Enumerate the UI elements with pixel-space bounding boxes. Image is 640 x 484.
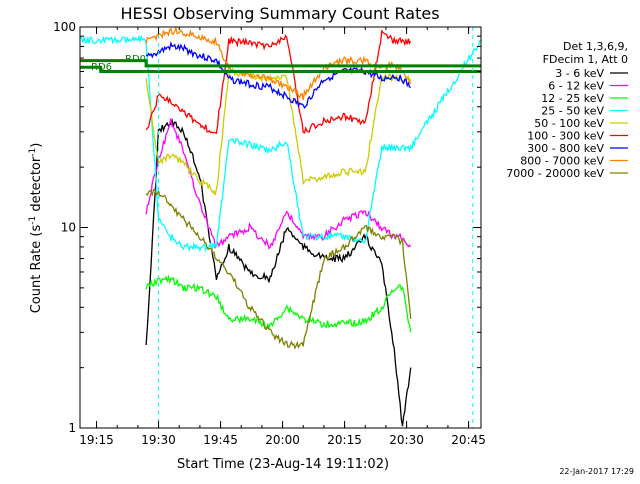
annotation-rd0: RD0 xyxy=(125,54,146,65)
vertical-markers xyxy=(158,27,474,428)
x-tick-label: 20:30 xyxy=(389,433,424,447)
legend-label: 100 - 300 keV xyxy=(527,130,604,143)
series-line-50-100-kev xyxy=(145,67,412,196)
annotation-rd6: RD6 xyxy=(91,62,112,73)
series-line-rd0 xyxy=(80,59,481,68)
legend-label: 12 - 25 keV xyxy=(541,92,604,105)
series-line-800-7000-kev xyxy=(145,27,412,101)
y-axis-label-tail: detector xyxy=(29,156,44,216)
footer-date: 22-Jan-2017 17:29 xyxy=(559,467,634,476)
series-layer xyxy=(80,27,481,427)
legend-label: 50 - 100 keV xyxy=(534,117,604,130)
legend: Det 1,3,6,9, FDecim 1, Att 0 3 - 6 keV6 … xyxy=(506,40,628,180)
y-axis-label-end: ) xyxy=(29,143,44,148)
y-axis-label: Count Rate (s-1 detector-1) xyxy=(28,143,44,314)
x-tick-label: 20:15 xyxy=(327,433,362,447)
y-axis-label-sup: -1 xyxy=(28,216,38,225)
legend-header-2: FDecim 1, Att 0 xyxy=(543,53,628,66)
series-line-12-25-kev xyxy=(145,274,412,333)
x-tick-label: 20:45 xyxy=(451,433,486,447)
series-line-7000-20000-kev xyxy=(145,188,412,350)
x-axis-label: Start Time (23-Aug-14 19:11:02) xyxy=(177,457,389,472)
legend-label: 25 - 50 keV xyxy=(541,105,604,118)
y-tick-label: 100 xyxy=(53,20,76,34)
y-tick-label: 1 xyxy=(68,421,76,435)
series-line-25-50-kev xyxy=(80,34,481,253)
x-tick-label: 19:15 xyxy=(79,433,114,447)
x-tick-label: 19:45 xyxy=(203,433,238,447)
legend-label: 3 - 6 keV xyxy=(555,67,604,80)
legend-label: 7000 - 20000 keV xyxy=(506,167,604,180)
legend-label: 6 - 12 keV xyxy=(548,80,604,93)
x-tick-label: 19:30 xyxy=(141,433,176,447)
y-tick-label: 10 xyxy=(61,221,76,235)
series-line-300-800-kev xyxy=(145,41,411,110)
y-axis-label-sup2: -1 xyxy=(28,148,38,157)
legend-header-1: Det 1,3,6,9, xyxy=(563,40,628,53)
series-line-3-6-kev xyxy=(145,118,412,427)
series-line-100-300-kev xyxy=(145,29,412,135)
y-axis-label-main: Count Rate (s xyxy=(29,225,44,314)
legend-label: 300 - 800 keV xyxy=(527,142,604,155)
legend-label: 800 - 7000 keV xyxy=(520,155,604,168)
x-tick-label: 20:00 xyxy=(265,433,300,447)
series-line-rd6 xyxy=(80,65,481,73)
axes-layer: 19:15 19:30 19:45 20:00 20:15 20:30 20:45 1 10 10… xyxy=(53,20,486,447)
chart-title: HESSI Observing Summary Count Rates xyxy=(120,4,439,23)
